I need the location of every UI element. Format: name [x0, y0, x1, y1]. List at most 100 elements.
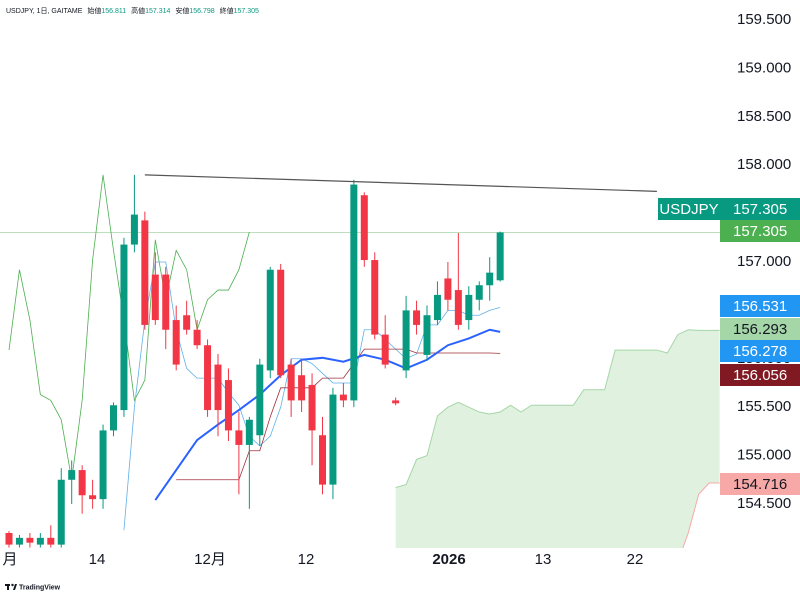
x-tick-label: 14 — [89, 551, 106, 568]
candle-body — [381, 334, 389, 365]
candle-body — [433, 294, 441, 321]
candle-body — [465, 294, 473, 321]
candle-body — [350, 184, 358, 401]
candle-body — [287, 364, 295, 401]
candle-body — [371, 260, 379, 335]
cloud-span-a — [395, 329, 720, 488]
candle-body — [392, 400, 400, 404]
open-value: 156.811 — [101, 8, 126, 15]
close-label: 終値 — [220, 6, 234, 15]
price-label-box — [720, 198, 800, 220]
candle-body — [214, 364, 222, 411]
plot-area — [0, 174, 720, 548]
y-tick-label: 158.500 — [737, 108, 791, 125]
candle-body — [151, 274, 159, 321]
candle-body — [57, 479, 65, 545]
price-label-value: 154.716 — [733, 476, 787, 493]
y-tick-label: 155.500 — [737, 398, 791, 415]
candle-body — [47, 537, 55, 545]
indicator-line — [154, 328, 501, 501]
candle-body — [110, 405, 117, 431]
price-label-name-box — [658, 198, 720, 220]
indicator-line — [123, 261, 501, 531]
price-label-value: 157.305 — [733, 223, 787, 240]
price-label-value: 157.305 — [733, 201, 787, 218]
open-label: 始値 — [87, 6, 101, 15]
header: USDJPY, 1日, GAITAME 始値156.811 高値157.314 … — [6, 6, 259, 15]
price-label-value: 156.531 — [733, 298, 787, 315]
candle-body — [172, 320, 180, 365]
price-label-value: 156.056 — [733, 367, 787, 384]
candle-body — [26, 537, 34, 543]
candle-body — [183, 315, 191, 330]
candle-body — [89, 495, 97, 500]
cloud-fill — [395, 329, 720, 548]
close-value: 157.305 — [234, 8, 259, 15]
candle-body — [444, 278, 452, 300]
price-label-box — [720, 473, 800, 495]
candle-body — [256, 364, 264, 436]
indicator-line — [176, 348, 501, 481]
candle-body — [475, 285, 483, 300]
candle-body — [454, 290, 462, 325]
candle-body — [319, 435, 326, 485]
candle-body — [486, 272, 494, 286]
candle-body — [130, 214, 138, 245]
candle-body — [204, 345, 212, 411]
low-label: 安値 — [175, 6, 189, 15]
candle-body — [5, 532, 13, 545]
candle-body — [15, 537, 23, 545]
price-label-value: 156.293 — [733, 321, 787, 338]
logo-mark — [13, 584, 17, 590]
indicator-line — [8, 174, 250, 480]
candle-body — [224, 380, 232, 431]
y-tick-label: 159.000 — [737, 59, 791, 76]
y-tick-label: 159.500 — [737, 11, 791, 28]
trendline — [144, 174, 657, 192]
candle-body — [245, 419, 253, 445]
candle-body — [36, 537, 44, 545]
y-tick-label: 154.500 — [737, 495, 791, 512]
brand: TradingView — [19, 584, 61, 591]
candle-body — [413, 310, 421, 325]
candle-body — [339, 394, 347, 401]
y-tick-label: 157.000 — [737, 253, 791, 270]
price-label-box — [720, 220, 800, 242]
low-value: 156.798 — [189, 8, 214, 15]
symbol: USDJPY, 1日, GAITAME — [6, 7, 83, 15]
logo-mark — [11, 583, 14, 587]
x-tick-label: 12月 — [194, 551, 226, 568]
x-tick-label: 月 — [2, 551, 17, 568]
high-label: 高値 — [131, 6, 145, 15]
price-label-box — [720, 364, 800, 386]
logo: TradingView — [5, 583, 61, 591]
candle-body — [266, 269, 274, 371]
y-tick-label: 158.000 — [737, 156, 791, 173]
candle-body — [360, 195, 368, 261]
candle-body — [402, 310, 410, 371]
candle-body — [99, 430, 107, 500]
candle-body — [68, 470, 76, 480]
axes: 154.500155.000155.500156.000156.500157.0… — [2, 11, 800, 568]
x-tick-label: 12 — [298, 551, 315, 568]
candle-body — [162, 274, 170, 330]
candle-body — [235, 430, 243, 445]
candle-body — [298, 375, 306, 401]
candle-body — [120, 244, 128, 411]
x-tick-label: 2026 — [432, 551, 465, 568]
candle-body — [329, 394, 337, 485]
candle-body — [308, 384, 316, 431]
candle-body — [277, 269, 285, 376]
price-label-box — [720, 295, 800, 317]
candle-body — [496, 232, 504, 281]
candle-body — [78, 470, 86, 496]
price-label-box — [720, 318, 800, 340]
candle-body — [423, 315, 431, 355]
y-tick-label: 155.000 — [737, 447, 791, 464]
x-tick-label: 22 — [627, 551, 644, 568]
candle-body — [141, 220, 149, 325]
price-label-name: USDJPY — [659, 201, 718, 218]
